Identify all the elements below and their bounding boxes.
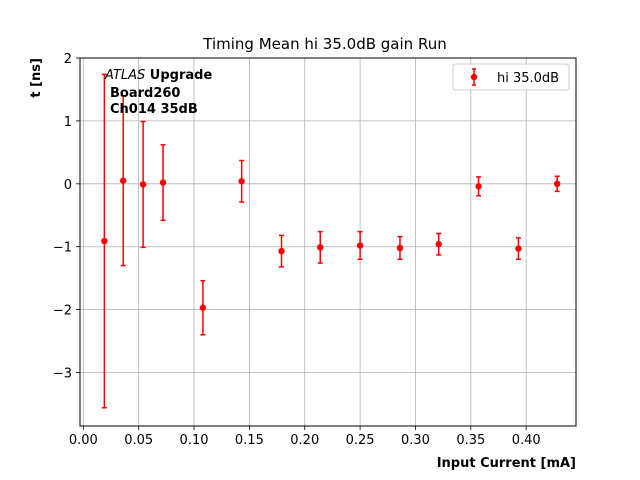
marker: [278, 247, 285, 255]
atlas-annotation: ATLAS Upgrade Board260 Ch014 35dB: [104, 68, 212, 117]
marker: [435, 241, 442, 248]
x-tick-label: 0.05: [124, 433, 153, 448]
marker: [515, 245, 522, 252]
marker: [356, 242, 364, 249]
marker: [159, 179, 167, 186]
x-axis-label: Input Current [mA]: [437, 456, 576, 471]
data-point: [396, 235, 404, 261]
data-point: [515, 237, 522, 261]
data-point: [159, 144, 167, 222]
marker: [553, 180, 561, 188]
atlas-text: ATLAS: [104, 68, 145, 83]
atlas-label: ATLAS Upgrade: [104, 68, 212, 83]
board-label: Board260: [110, 86, 180, 101]
data-point: [278, 234, 285, 268]
data-series: [101, 73, 561, 409]
legend-marker: [470, 73, 478, 81]
data-point: [553, 175, 561, 193]
data-point: [356, 230, 364, 261]
data-point: [119, 94, 127, 267]
plot-frame: [79, 57, 577, 427]
y-tick-label: 2: [64, 52, 72, 67]
data-point: [435, 232, 442, 256]
channel-label: Ch014 35dB: [110, 102, 198, 117]
marker: [101, 237, 108, 245]
y-axis-label: t [ns]: [29, 58, 44, 98]
y-tick-label: 1: [64, 115, 72, 130]
upgrade-text: Upgrade: [145, 68, 212, 83]
y-axis: −3 −2 −1 0 1 2: [53, 52, 80, 382]
marker: [119, 177, 127, 184]
x-tick-label: 0.30: [401, 433, 430, 448]
x-tick-label: 0.20: [290, 433, 319, 448]
x-tick-label: 0.35: [456, 433, 485, 448]
data-point: [139, 120, 147, 249]
data-point: [238, 159, 245, 203]
marker: [199, 304, 207, 311]
y-tick-label: −1: [53, 241, 72, 256]
legend-label: hi 35.0dB: [497, 71, 559, 86]
x-tick-label: 0.25: [346, 433, 375, 448]
x-axis: 0.00 0.05 0.10 0.15 0.20 0.25 0.30 0.35 0.40: [69, 426, 541, 448]
x-tick-label: 0.40: [512, 433, 541, 448]
x-tick-label: 0.10: [180, 433, 209, 448]
chart-title: Timing Mean hi 35.0dB gain Run: [202, 35, 446, 53]
marker: [139, 181, 147, 188]
data-point: [199, 279, 207, 336]
y-tick-label: −2: [53, 304, 72, 319]
data-point: [475, 176, 482, 197]
data-point: [101, 73, 108, 409]
legend-box: [452, 63, 570, 91]
data-point: [317, 230, 324, 264]
marker: [317, 244, 324, 251]
x-tick-label: 0.00: [69, 433, 98, 448]
legend: hi 35.0dB: [452, 63, 570, 91]
marker: [475, 183, 482, 190]
x-tick-label: 0.15: [235, 433, 264, 448]
y-tick-label: −3: [53, 367, 72, 382]
y-tick-label: 0: [64, 178, 72, 193]
marker: [396, 244, 404, 252]
marker: [238, 178, 245, 185]
